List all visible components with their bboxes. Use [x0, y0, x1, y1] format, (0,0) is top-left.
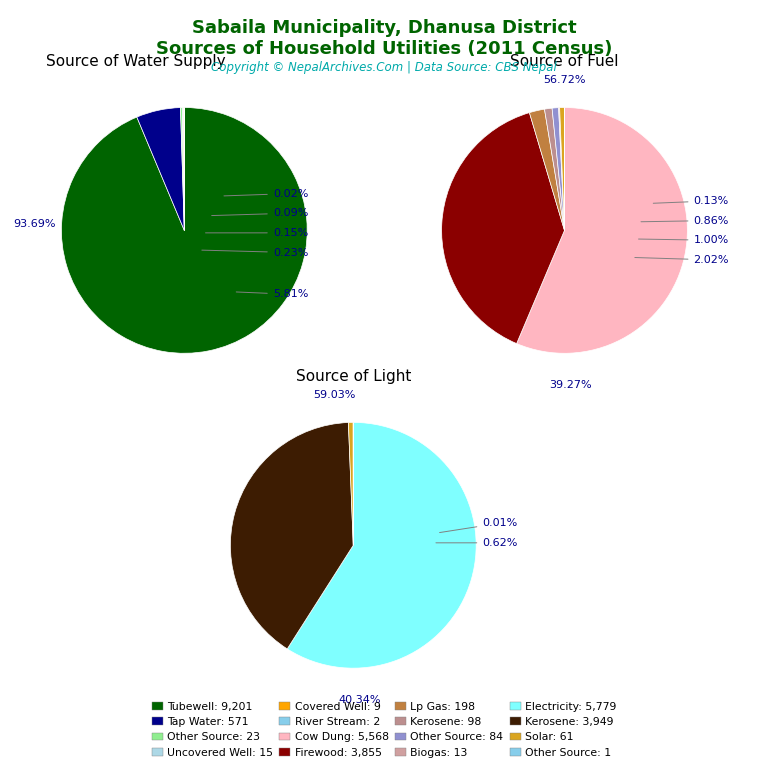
- Text: Sources of Household Utilities (2011 Census): Sources of Household Utilities (2011 Cen…: [156, 40, 612, 58]
- Text: 59.03%: 59.03%: [313, 390, 356, 400]
- Title: Source of Light: Source of Light: [296, 369, 411, 383]
- Wedge shape: [61, 108, 307, 353]
- Text: 39.27%: 39.27%: [549, 380, 592, 390]
- Wedge shape: [552, 108, 564, 230]
- Text: 0.23%: 0.23%: [202, 247, 308, 257]
- Text: 56.72%: 56.72%: [543, 75, 586, 85]
- Text: 0.01%: 0.01%: [439, 518, 518, 532]
- Text: 5.81%: 5.81%: [237, 290, 308, 300]
- Text: 0.15%: 0.15%: [206, 228, 308, 238]
- Wedge shape: [287, 422, 476, 668]
- Title: Source of Fuel: Source of Fuel: [510, 54, 619, 68]
- Text: 0.09%: 0.09%: [212, 208, 308, 218]
- Text: 0.86%: 0.86%: [641, 216, 729, 226]
- Wedge shape: [560, 108, 564, 230]
- Text: 2.02%: 2.02%: [635, 255, 729, 265]
- Wedge shape: [230, 422, 353, 649]
- Text: 40.34%: 40.34%: [338, 695, 381, 705]
- Wedge shape: [180, 108, 184, 230]
- Wedge shape: [545, 108, 564, 230]
- Text: Source of Water Supply: Source of Water Supply: [46, 54, 226, 68]
- Text: 0.13%: 0.13%: [654, 196, 729, 206]
- Text: 0.02%: 0.02%: [224, 188, 308, 199]
- Wedge shape: [558, 108, 564, 230]
- Text: Copyright © NepalArchives.Com | Data Source: CBS Nepal: Copyright © NepalArchives.Com | Data Sou…: [211, 61, 557, 74]
- Wedge shape: [517, 108, 687, 353]
- Wedge shape: [529, 109, 564, 230]
- Text: 0.62%: 0.62%: [436, 538, 518, 548]
- Text: 93.69%: 93.69%: [13, 219, 55, 230]
- Wedge shape: [137, 108, 184, 230]
- Wedge shape: [442, 113, 564, 343]
- Wedge shape: [182, 108, 184, 230]
- Legend: Tubewell: 9,201, Tap Water: 571, Other Source: 23, Uncovered Well: 15, Covered W: Tubewell: 9,201, Tap Water: 571, Other S…: [148, 698, 620, 761]
- Wedge shape: [349, 422, 353, 545]
- Text: Sabaila Municipality, Dhanusa District: Sabaila Municipality, Dhanusa District: [192, 19, 576, 37]
- Text: 1.00%: 1.00%: [638, 235, 729, 245]
